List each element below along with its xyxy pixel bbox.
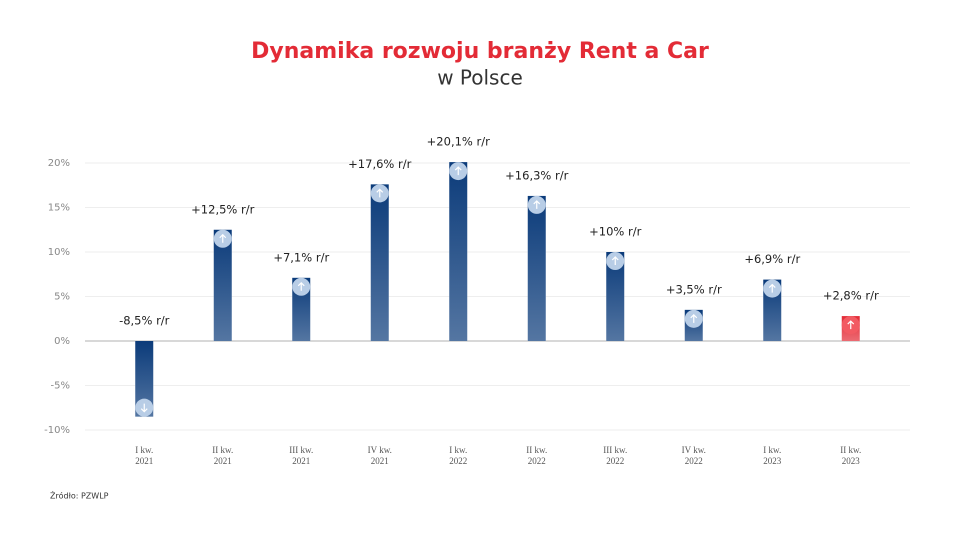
x-tick-label: I kw. xyxy=(135,445,153,455)
y-tick-label: 15% xyxy=(48,203,70,214)
y-tick-label: 20% xyxy=(48,158,70,169)
source: Źródło: PZWLP xyxy=(50,490,109,501)
x-tick-label: I kw. xyxy=(763,445,781,455)
bar xyxy=(449,162,468,341)
x-tick-label: II kw. xyxy=(840,445,861,455)
arrow-icon xyxy=(140,403,148,413)
bar xyxy=(370,184,389,341)
x-tick-label: II kw. xyxy=(526,445,547,455)
x-tick-label: 2023 xyxy=(763,456,782,466)
x-tick-label: 2022 xyxy=(528,456,546,466)
y-tick-label: 10% xyxy=(48,247,70,258)
x-tick-label: 2021 xyxy=(371,456,389,466)
x-tick-label: IV kw. xyxy=(682,445,706,455)
x-tick-label: II kw. xyxy=(212,445,233,455)
value-label: +2,8% r/r xyxy=(823,289,879,303)
value-label: -8,5% r/r xyxy=(119,314,170,328)
value-label: +20,1% r/r xyxy=(427,135,490,149)
x-tick-label: 2021 xyxy=(214,456,232,466)
value-label: +7,1% r/r xyxy=(273,250,329,264)
arrow-icon xyxy=(454,166,462,176)
arrow-icon xyxy=(768,283,776,293)
chart-title: Dynamika rozwoju branży Rent a Car xyxy=(251,39,709,64)
value-label: +12,5% r/r xyxy=(191,202,254,216)
arrow-icon xyxy=(219,233,227,243)
x-tick-label: 2023 xyxy=(842,456,861,466)
value-label: +6,9% r/r xyxy=(744,252,800,266)
value-label: +17,6% r/r xyxy=(348,157,411,171)
x-tick-label: 2022 xyxy=(449,456,467,466)
arrow-icon xyxy=(847,320,855,330)
y-tick-label: 5% xyxy=(54,292,70,303)
arrow-icon xyxy=(611,256,619,265)
arrow-icon xyxy=(297,281,305,291)
x-tick-label: 2022 xyxy=(606,456,624,466)
x-tick-label: III kw. xyxy=(289,445,313,455)
bar xyxy=(606,252,625,341)
value-label: +3,5% r/r xyxy=(666,282,722,296)
y-tick-label: 0% xyxy=(54,336,70,347)
bar xyxy=(135,341,154,417)
x-tick-label: 2021 xyxy=(292,456,310,466)
arrow-icon xyxy=(376,188,384,198)
chart-subtitle: w Polsce xyxy=(437,66,523,90)
arrow-icon xyxy=(690,314,698,323)
y-tick-label: -10% xyxy=(44,425,70,436)
x-tick-label: 2022 xyxy=(685,456,703,466)
value-label: +16,3% r/r xyxy=(505,168,568,182)
y-tick-label: -5% xyxy=(51,381,70,392)
value-label: +10% r/r xyxy=(589,225,641,239)
x-tick-label: 2021 xyxy=(135,456,153,466)
bar xyxy=(527,195,546,341)
x-tick-label: I kw. xyxy=(449,445,467,455)
x-tick-label: IV kw. xyxy=(368,445,392,455)
x-tick-label: III kw. xyxy=(603,445,627,455)
bar xyxy=(213,229,232,341)
arrow-icon xyxy=(533,200,541,209)
